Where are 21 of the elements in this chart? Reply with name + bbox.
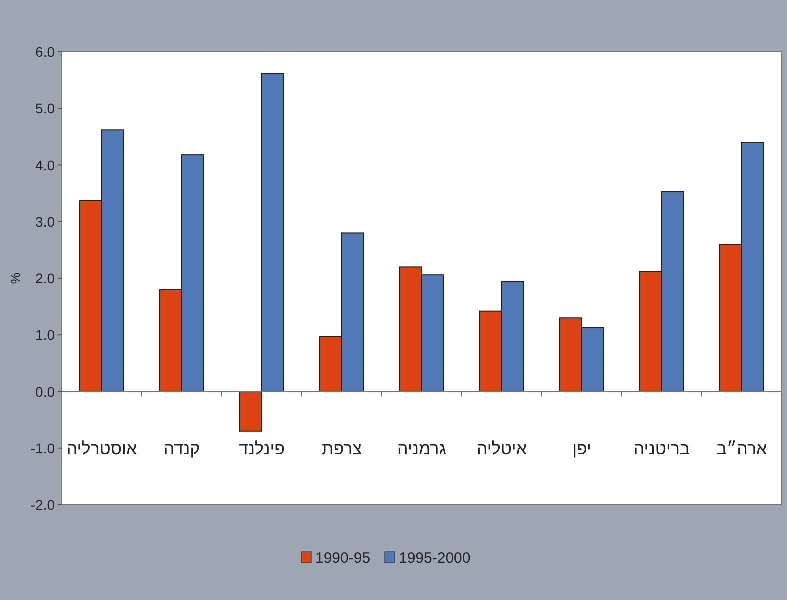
y-tick-label: -2.0 [30,497,56,513]
x-tick-label: יפן [572,439,592,458]
x-tick-label: פינלנד [238,439,286,458]
y-tick-label: 5.0 [36,100,56,117]
legend-label: 1995-2000 [399,550,471,567]
x-tick-label: ארה״ב [716,439,768,458]
y-tick-label: 2.0 [36,270,56,286]
y-tick-label: 4.0 [36,157,56,174]
y-tick-label: 3.0 [36,214,56,230]
y-tick-label: -1.0 [30,440,56,456]
x-tick-label: איטליה [476,439,528,458]
y-tick-label: 0.0 [36,384,56,400]
y-axis-title: % [8,272,23,284]
y-tick-label: 6.0 [36,44,56,60]
x-tick-label: בריטניה [634,439,690,458]
x-tick-label: גרמניה [398,439,446,458]
x-tick-label: צרפת [322,439,362,458]
legend-label: 1990-95 [316,550,371,567]
y-tick-label: 1.0 [36,327,56,344]
x-tick-label: אוסטרליה [66,439,138,458]
x-tick-label: קנדה [164,439,200,458]
